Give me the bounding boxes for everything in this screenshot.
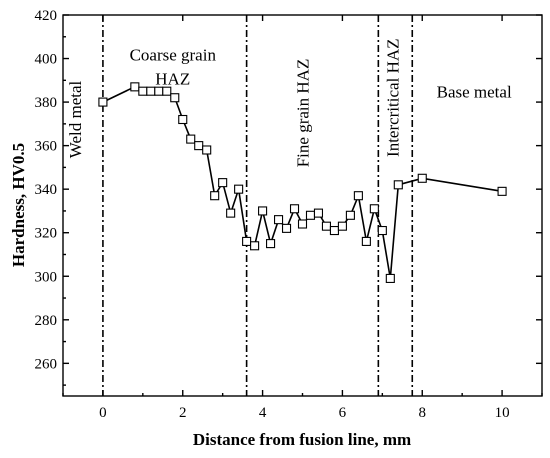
- x-tick-label: 8: [419, 405, 427, 421]
- data-point: [99, 98, 107, 106]
- y-tick-label: 380: [35, 95, 58, 111]
- y-tick-label: 400: [35, 52, 58, 68]
- y-tick-label: 280: [35, 313, 58, 329]
- region-labels: Weld metal Coarse grain HAZ Fine grain HAZ I…: [66, 38, 512, 167]
- data-point: [275, 216, 283, 224]
- data-point: [386, 274, 394, 282]
- data-point: [235, 185, 243, 193]
- data-point: [163, 87, 171, 95]
- y-tick-label: 320: [35, 226, 58, 242]
- region-label: Fine grain HAZ: [293, 59, 312, 168]
- y-tick-label: 260: [35, 356, 58, 372]
- data-point: [291, 205, 299, 213]
- x-tick-label: 6: [339, 405, 347, 421]
- data-point: [251, 242, 259, 250]
- data-point: [259, 207, 267, 215]
- data-point: [211, 192, 219, 200]
- data-point: [203, 146, 211, 154]
- region-label: Base metal: [437, 83, 512, 102]
- data-point: [131, 83, 139, 91]
- data-point: [171, 94, 179, 102]
- data-point: [267, 240, 275, 248]
- data-point: [322, 222, 330, 230]
- region-label: Intercritical HAZ: [383, 38, 402, 156]
- x-tick-label: 2: [179, 405, 187, 421]
- data-point: [378, 227, 386, 235]
- y-tick-label: 340: [35, 182, 58, 198]
- data-point: [370, 205, 378, 213]
- region-label: Weld metal: [66, 80, 85, 158]
- x-axis-title: Distance from fusion line, mm: [193, 430, 411, 449]
- data-point: [195, 142, 203, 150]
- region-dividers: [103, 15, 412, 396]
- data-point: [354, 192, 362, 200]
- data-point: [338, 222, 346, 230]
- y-axis-title: Hardness, HV0.5: [9, 143, 28, 267]
- data-point: [219, 179, 227, 187]
- y-tick-label: 420: [35, 8, 58, 24]
- data-point: [314, 209, 322, 217]
- y-tick-label: 300: [35, 269, 58, 285]
- y-tick-label: 360: [35, 139, 58, 155]
- data-point: [330, 227, 338, 235]
- data-point: [306, 211, 314, 219]
- data-point: [155, 87, 163, 95]
- data-point: [362, 237, 370, 245]
- x-tick-label: 0: [99, 405, 107, 421]
- x-tick-label: 10: [495, 405, 510, 421]
- data-point: [179, 116, 187, 124]
- data-point: [498, 187, 506, 195]
- data-point: [147, 87, 155, 95]
- data-point: [346, 211, 354, 219]
- region-label: Coarse grain HAZ: [130, 46, 217, 89]
- data-point: [227, 209, 235, 217]
- data-point: [243, 237, 251, 245]
- data-point: [394, 181, 402, 189]
- data-point: [139, 87, 147, 95]
- data-point: [187, 135, 195, 143]
- data-point: [283, 224, 291, 232]
- data-point: [418, 174, 426, 182]
- y-axis: 260 280 300 320 340 360 380 400 420: [35, 8, 543, 385]
- data-point: [299, 220, 307, 228]
- x-tick-label: 4: [259, 405, 267, 421]
